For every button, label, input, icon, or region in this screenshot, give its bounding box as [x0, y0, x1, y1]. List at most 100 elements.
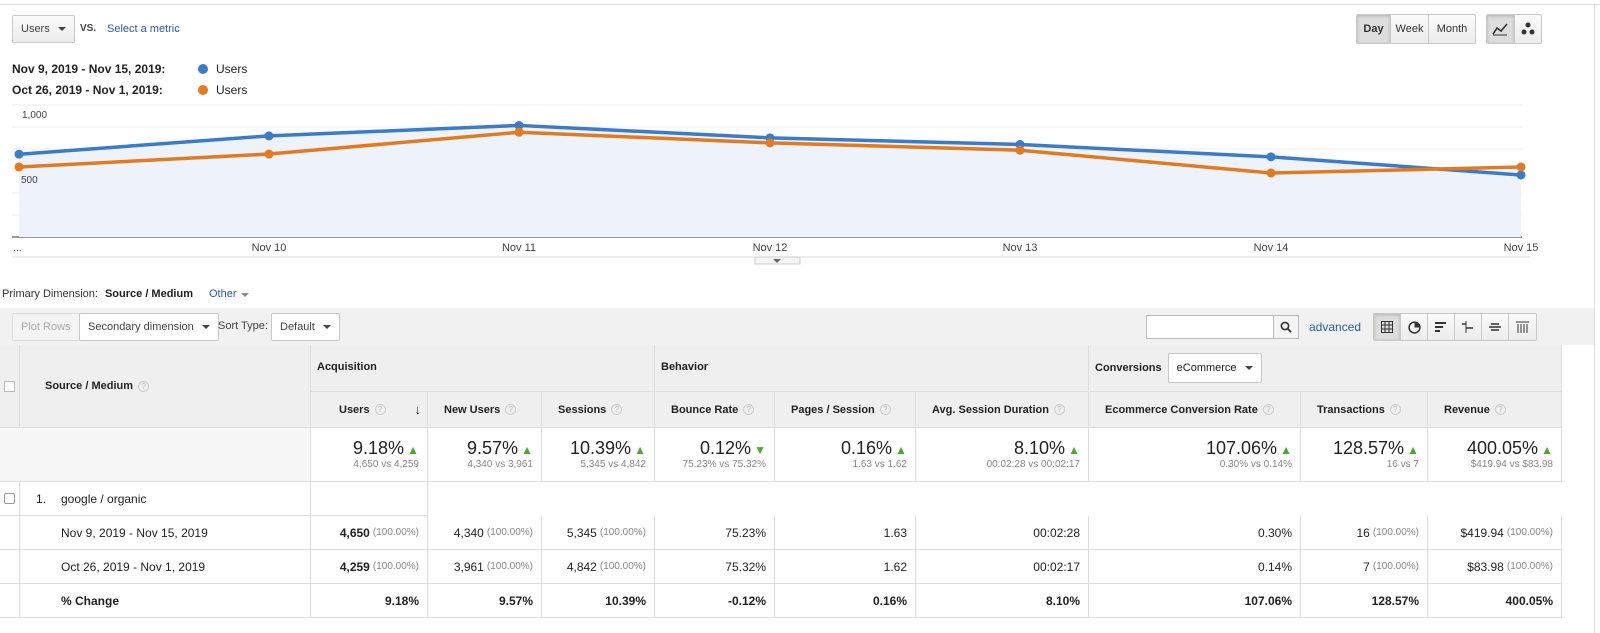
select-metric-link[interactable]: Select a metric	[107, 23, 180, 35]
pie-chart-icon[interactable]	[1401, 314, 1428, 340]
legend-metric-current: Users	[216, 62, 248, 76]
cell-percent: (100.00%)	[372, 527, 419, 538]
column-header-avg-session-duration[interactable]: Avg. Session Duration?	[916, 392, 1089, 428]
right-divider	[1594, 4, 1595, 633]
total-percent: 9.18%	[353, 438, 405, 458]
data-point-previous[interactable]	[264, 149, 274, 159]
total-cell-new-users: 9.57% ▲ 4,340 vs 3,961	[428, 428, 542, 482]
sort-type-label: Sort Type:	[218, 320, 268, 332]
plot-rows-button[interactable]: Plot Rows	[12, 313, 80, 341]
chart-points	[14, 120, 1526, 180]
dimension-header[interactable]: Source / Medium?	[20, 345, 311, 428]
data-point-previous[interactable]	[1015, 145, 1025, 155]
data-point-previous[interactable]	[1266, 168, 1276, 178]
data-point-current[interactable]	[1266, 152, 1276, 162]
search-icon	[1280, 321, 1292, 333]
total-blank-cell	[0, 428, 311, 482]
total-cell-sessions: 10.39% ▲ 5,345 vs 4,842	[542, 428, 655, 482]
help-icon[interactable]: ?	[1389, 404, 1401, 415]
help-icon[interactable]: ?	[1494, 404, 1506, 415]
search-button[interactable]	[1273, 315, 1299, 339]
help-icon[interactable]: ?	[879, 404, 891, 415]
arrow-up-icon: ▲	[1541, 443, 1553, 457]
table-search-input[interactable]	[1146, 315, 1274, 339]
data-point-previous[interactable]	[14, 162, 24, 172]
cell-percent: (100.00%)	[599, 561, 646, 572]
cell-revenue: $419.94 (100.00%)	[1428, 516, 1562, 550]
motion-chart-icon[interactable]	[1514, 15, 1541, 43]
data-table-icon[interactable]	[1374, 314, 1401, 340]
cell-value: 7	[1363, 559, 1370, 574]
secondary-dimension-select[interactable]: Secondary dimension	[79, 313, 219, 341]
data-point-current[interactable]	[264, 131, 274, 141]
column-header-pages-per-session[interactable]: Pages / Session?	[775, 392, 916, 428]
cell-value: 9.57%	[498, 593, 533, 608]
cell-value: 400.05%	[1505, 593, 1553, 608]
column-header-new-users[interactable]: New Users?	[428, 392, 542, 428]
data-point-current[interactable]	[1516, 170, 1526, 180]
row-checkbox-cell	[0, 482, 20, 516]
total-percent: 0.12%	[700, 438, 752, 458]
x-tick-label: Nov 14	[1254, 242, 1289, 254]
primary-dimension-bar: Primary Dimension: Source / Medium Other	[2, 288, 249, 300]
help-icon[interactable]: ?	[1262, 404, 1274, 415]
select-all-checkbox[interactable]	[4, 380, 15, 392]
help-icon[interactable]: ?	[138, 380, 150, 392]
period-month-button[interactable]: Month	[1429, 15, 1475, 43]
chevron-down-icon	[57, 27, 66, 31]
cell-value: 1.63	[883, 525, 907, 540]
data-point-current[interactable]	[514, 120, 524, 130]
help-icon[interactable]: ?	[374, 404, 386, 415]
y-tick-label: 500	[21, 175, 38, 186]
total-percent: 0.16%	[841, 438, 893, 458]
data-point-current[interactable]	[14, 149, 24, 159]
group-conversions: Conversions eCommerce	[1089, 345, 1562, 392]
help-icon[interactable]: ?	[1053, 404, 1065, 415]
arrow-up-icon: ▲	[895, 443, 907, 457]
data-point-previous[interactable]	[514, 127, 524, 137]
period-day-button[interactable]: Day	[1357, 15, 1391, 43]
period-week-button[interactable]: Week	[1391, 15, 1429, 43]
cell-sessions: 10.39%	[542, 584, 655, 618]
column-header-users[interactable]: Users? ↓	[311, 392, 428, 428]
row-dimension-value[interactable]: google / organic	[61, 491, 147, 506]
bar-chart-icon[interactable]	[1428, 314, 1455, 340]
data-point-previous[interactable]	[1516, 162, 1526, 172]
arrow-up-icon: ▲	[634, 443, 646, 457]
metric-select[interactable]: Users	[12, 15, 75, 43]
help-icon[interactable]: ?	[743, 404, 755, 415]
pivot-icon[interactable]	[1509, 314, 1536, 340]
conversions-select[interactable]: eCommerce	[1167, 353, 1262, 383]
line-chart-icon[interactable]	[1487, 15, 1515, 43]
checkbox-header-cell	[0, 345, 20, 428]
column-header-transactions[interactable]: Transactions?	[1301, 392, 1428, 428]
data-point-previous[interactable]	[765, 138, 775, 148]
x-tick-label: Nov 10	[252, 242, 287, 254]
total-percent: 8.10%	[1014, 438, 1066, 458]
other-dimension-link[interactable]: Other	[209, 288, 249, 300]
term-cloud-icon[interactable]	[1482, 314, 1509, 340]
column-header-revenue[interactable]: Revenue?	[1428, 392, 1562, 428]
legend-dot-orange	[198, 85, 208, 95]
comparison-icon[interactable]	[1455, 314, 1482, 340]
cell-value: 00:02:17	[1033, 559, 1080, 574]
column-header-bounce-rate[interactable]: Bounce Rate?	[655, 392, 775, 428]
x-tick-label: Nov 13	[1003, 242, 1038, 254]
cell-value: 00:02:28	[1033, 525, 1080, 540]
advanced-link[interactable]: advanced	[1309, 320, 1362, 334]
row-checkbox[interactable]	[4, 493, 15, 504]
cell-pages-per-session: 0.16%	[775, 584, 916, 618]
cell-new-users: 9.57%	[428, 584, 542, 618]
arrow-up-icon: ▲	[521, 443, 533, 457]
help-icon[interactable]: ?	[505, 404, 517, 415]
total-cell-avg-session-duration: 8.10% ▲ 00:02:28 vs 00:02:17	[916, 428, 1089, 482]
column-header-ecommerce-conversion-rate[interactable]: Ecommerce Conversion Rate?	[1089, 392, 1301, 428]
sort-type-select[interactable]: Default	[271, 313, 340, 341]
row-index: 1.	[36, 491, 47, 506]
subrow-label: % Change	[20, 584, 311, 618]
column-header-sessions[interactable]: Sessions?	[542, 392, 655, 428]
total-percent: 107.06%	[1205, 438, 1278, 458]
primary-dimension-value[interactable]: Source / Medium	[104, 288, 193, 300]
help-icon[interactable]: ?	[611, 404, 623, 415]
cell-ecommerce-conversion-rate: 0.30%	[1089, 516, 1301, 550]
